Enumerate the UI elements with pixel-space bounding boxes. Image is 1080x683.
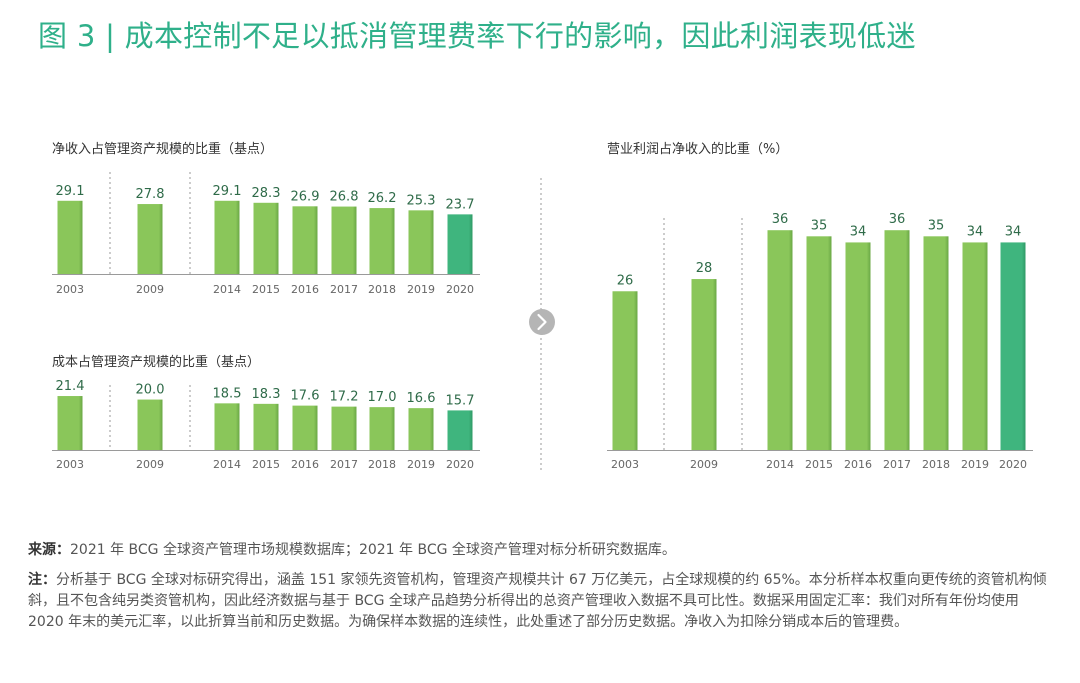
source-text: 2021 年 BCG 全球资产管理市场规模数据库；2021 年 BCG 全球资产…	[70, 542, 676, 558]
chart3-operating-margin: 26 2003 28 2009 36 2014 35 2015 34 2016 36 2017 35 20…	[607, 212, 1033, 471]
bar-2016	[292, 405, 318, 450]
source-line: 来源：2021 年 BCG 全球资产管理市场规模数据库；2021 年 BCG 全…	[28, 540, 1058, 561]
note-text: 分析基于 BCG 全球对标研究得出，涵盖 151 家领先资管机构，管理资产规模共…	[28, 572, 1047, 630]
chart2-title: 成本占管理资产规模的比重（基点）	[52, 354, 260, 370]
value-label: 28.3	[252, 186, 281, 201]
bar-2019	[408, 408, 434, 450]
main-title: 图 3 | 成本控制不足以抵消管理费率下行的影响，因此利润表现低迷	[38, 19, 916, 53]
year-tick: 2014	[213, 283, 241, 296]
value-label: 34	[1005, 224, 1022, 239]
value-label: 29.1	[213, 184, 242, 199]
bar-2003	[57, 200, 83, 274]
bar-2017	[331, 406, 357, 450]
year-tick: 2015	[252, 458, 280, 471]
chart2-cost-bps: 21.4 2003 20.0 2009 18.5 2014 18.3 2015 17.6 2016…	[52, 379, 480, 471]
year-tick: 2019	[961, 458, 989, 471]
chart1-net-revenue-bps: 29.1 2003 27.8 2009 29.1 2014 28.3 2015 26.9 2016…	[52, 172, 480, 296]
bar-2019	[962, 242, 988, 450]
bar-2015	[253, 403, 279, 450]
year-tick: 2020	[446, 283, 474, 296]
value-label: 18.3	[252, 387, 281, 402]
bar-2009	[137, 399, 163, 450]
bar-2009	[691, 279, 717, 450]
value-label: 26.2	[368, 191, 397, 206]
value-label: 28	[696, 261, 713, 276]
value-label: 23.7	[446, 197, 475, 212]
value-label: 36	[772, 212, 789, 227]
year-tick: 2018	[922, 458, 950, 471]
year-tick: 2016	[291, 458, 319, 471]
value-label: 17.0	[368, 390, 397, 405]
footnotes: 来源：2021 年 BCG 全球资产管理市场规模数据库；2021 年 BCG 全…	[28, 540, 1058, 642]
year-tick: 2018	[368, 283, 396, 296]
year-tick: 2018	[368, 458, 396, 471]
bar-2003	[612, 291, 638, 450]
value-label: 17.2	[330, 390, 359, 405]
note-label: 注：	[28, 572, 56, 588]
bar-2016	[292, 206, 318, 274]
year-tick: 2016	[844, 458, 872, 471]
chart1-title: 净收入占管理资产规模的比重（基点）	[52, 141, 273, 157]
year-tick: 2020	[446, 458, 474, 471]
bar-2009	[137, 204, 163, 274]
year-tick: 2009	[690, 458, 718, 471]
value-label: 25.3	[407, 193, 436, 208]
value-label: 21.4	[56, 379, 85, 394]
bar-2014	[767, 230, 793, 450]
bar-2018	[369, 208, 395, 274]
year-tick: 2014	[766, 458, 794, 471]
value-label: 20.0	[136, 383, 165, 398]
value-label: 26.9	[291, 189, 320, 204]
value-label: 26	[617, 273, 634, 288]
year-tick: 2017	[330, 458, 358, 471]
source-label: 来源：	[28, 542, 70, 558]
bar-2015	[253, 202, 279, 274]
year-tick: 2009	[136, 458, 164, 471]
bar-2018	[369, 407, 395, 450]
year-tick: 2003	[56, 458, 84, 471]
value-label: 34	[967, 224, 984, 239]
bar-2016	[845, 242, 871, 450]
bar-2020	[447, 214, 473, 274]
year-tick: 2016	[291, 283, 319, 296]
year-tick: 2014	[213, 458, 241, 471]
year-tick: 2017	[883, 458, 911, 471]
bar-2017	[331, 206, 357, 274]
value-label: 29.1	[56, 184, 85, 199]
chart3-title: 营业利润占净收入的比重（%）	[607, 141, 788, 157]
bar-2019	[408, 210, 434, 274]
bar-2014	[214, 200, 240, 274]
value-label: 35	[928, 218, 945, 233]
year-tick: 2015	[805, 458, 833, 471]
year-tick: 2003	[56, 283, 84, 296]
bar-2017	[884, 230, 910, 450]
year-tick: 2009	[136, 283, 164, 296]
year-tick: 2019	[407, 458, 435, 471]
bar-2020	[1000, 242, 1026, 450]
value-label: 36	[889, 212, 906, 227]
chevron-right-icon	[529, 309, 555, 335]
bar-2018	[923, 236, 949, 450]
value-label: 27.8	[136, 187, 165, 202]
value-label: 26.8	[330, 190, 359, 205]
value-label: 17.6	[291, 389, 320, 404]
value-label: 34	[850, 224, 867, 239]
value-label: 15.7	[446, 393, 475, 408]
bar-2015	[806, 236, 832, 450]
bar-2014	[214, 403, 240, 450]
year-tick: 2017	[330, 283, 358, 296]
value-label: 35	[811, 218, 828, 233]
year-tick: 2019	[407, 283, 435, 296]
bar-2020	[447, 410, 473, 450]
value-label: 18.5	[213, 386, 242, 401]
year-tick: 2020	[999, 458, 1027, 471]
note-line: 注：分析基于 BCG 全球对标研究得出，涵盖 151 家领先资管机构，管理资产规…	[28, 570, 1058, 633]
bar-2003	[57, 396, 83, 450]
year-tick: 2003	[611, 458, 639, 471]
value-label: 16.6	[407, 391, 436, 406]
year-tick: 2015	[252, 283, 280, 296]
